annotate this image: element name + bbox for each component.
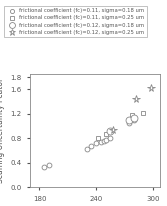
Y-axis label: Scuffing Uncertainty Fcator: Scuffing Uncertainty Fcator xyxy=(0,78,5,183)
Legend: frictional coefficient (fc)=0.11, sigma=0.18 um, frictional coefficient (fc)=0.1: frictional coefficient (fc)=0.11, sigma=… xyxy=(4,6,147,37)
